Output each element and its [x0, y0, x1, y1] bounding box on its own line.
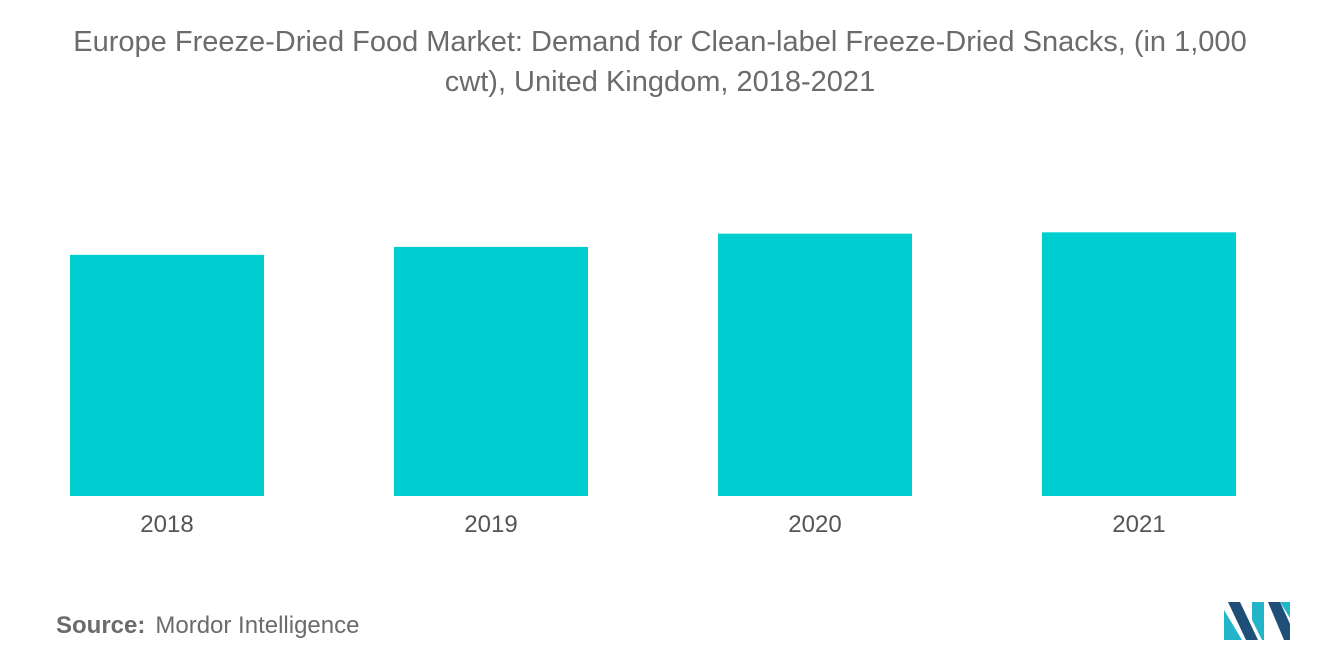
bar-2019 — [394, 246, 588, 496]
bar-2018 — [70, 254, 264, 496]
bar-2021 — [1042, 232, 1236, 496]
bar-2020 — [718, 233, 912, 496]
x-tick-label-2021: 2021 — [1112, 511, 1165, 538]
source-note: Source: Mordor Intelligence — [56, 612, 359, 640]
chart-title: Europe Freeze-Dried Food Market: Demand … — [0, 22, 1320, 102]
chart-title-line-1: Europe Freeze-Dried Food Market: Demand … — [73, 26, 1247, 58]
x-tick-label-2019: 2019 — [464, 511, 517, 538]
mordor-intelligence-logo-icon — [1224, 602, 1290, 640]
source-label: Source: — [56, 612, 146, 639]
chart-title-line-2: cwt), United Kingdom, 2018-2021 — [444, 66, 876, 98]
x-tick-label-2018: 2018 — [140, 511, 193, 538]
source-value: Mordor Intelligence — [155, 612, 360, 639]
x-tick-label-2020: 2020 — [788, 511, 841, 538]
